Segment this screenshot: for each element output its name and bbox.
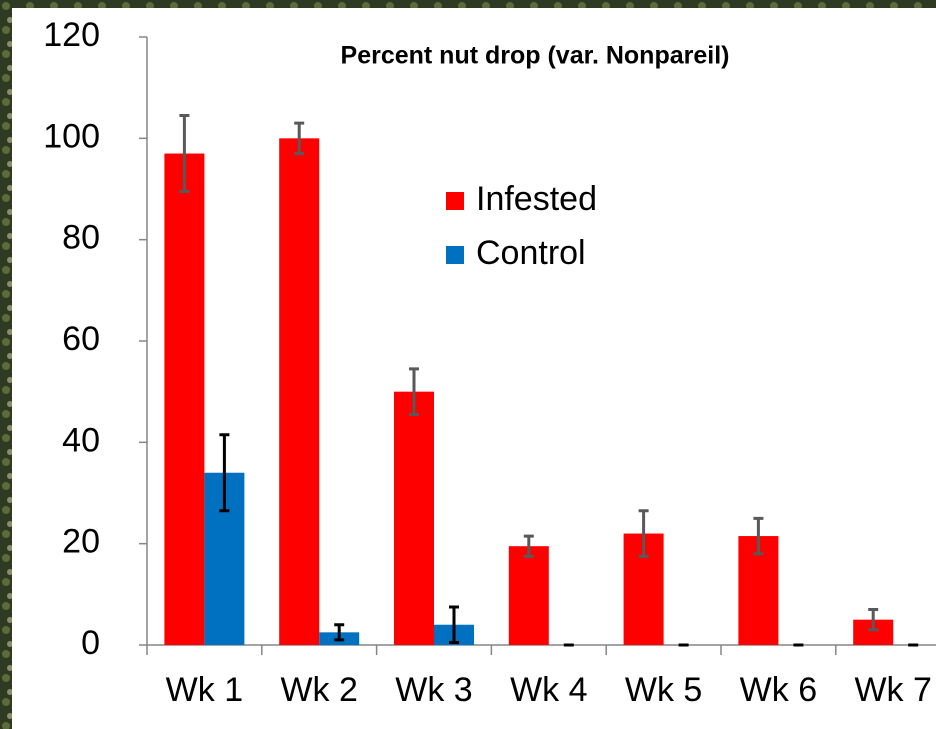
x-tick-label: Wk 3 [395, 671, 472, 709]
bar [164, 154, 204, 645]
x-tick-label: Wk 2 [280, 671, 357, 709]
x-tick-label: Wk 6 [740, 671, 817, 709]
x-tick-label: Wk 1 [166, 671, 243, 709]
y-tick-label: 40 [62, 421, 100, 459]
y-tick-label: 0 [81, 624, 100, 662]
x-tick-label: Wk 5 [625, 671, 702, 709]
legend-label: Control [476, 234, 586, 272]
chart: Percent nut drop (var. Nonpareil) 0 20 40 6… [0, 0, 936, 729]
bar [279, 138, 319, 645]
y-tick-label: 60 [62, 320, 100, 358]
y-tick-label: 80 [62, 219, 100, 257]
bar [394, 392, 434, 645]
chart-panel [12, 8, 936, 729]
x-tick-label: Wk 7 [854, 671, 931, 709]
x-tick-label: Wk 4 [510, 671, 587, 709]
legend-swatch [446, 192, 464, 210]
chart-title: Percent nut drop (var. Nonpareil) [341, 42, 730, 70]
bar [509, 546, 549, 645]
y-tick-label: 120 [43, 16, 100, 54]
y-tick-label: 20 [62, 523, 100, 561]
legend-swatch [446, 246, 464, 264]
y-tick-label: 100 [43, 117, 100, 155]
legend-label: Infested [476, 180, 597, 218]
